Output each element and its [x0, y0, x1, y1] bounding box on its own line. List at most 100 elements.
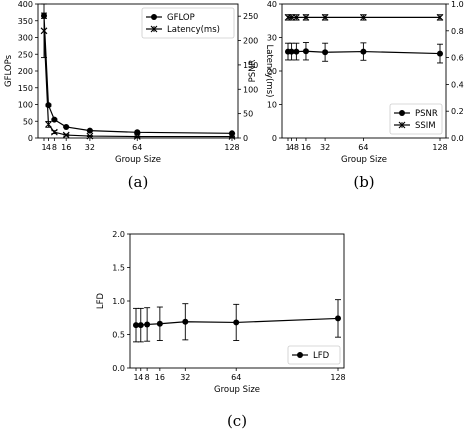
data-point	[45, 102, 52, 109]
y-tick-label: 300	[18, 34, 33, 43]
y-right-tick-label: 0.6	[451, 54, 464, 63]
x-tick-label: 128	[432, 143, 447, 152]
y-tick-label: 10	[267, 101, 277, 110]
series-ssim	[284, 14, 444, 21]
x-tick-label: 4	[289, 143, 294, 152]
panel-a: 1 4 8 16 32 64 1280501001502002503003504000501…	[4, 0, 274, 191]
data-point	[40, 27, 48, 35]
series-latency-ms-	[40, 3, 236, 140]
y-tick-label: 200	[18, 67, 33, 76]
y-right-tick-label: 0.2	[451, 107, 464, 116]
data-point	[322, 49, 329, 56]
panel-caption: (c)	[227, 412, 247, 430]
x-tick-label: 64	[358, 143, 368, 152]
y-right-tick-label: 150	[243, 61, 258, 70]
data-point	[360, 14, 367, 21]
x-tick-label: 16	[155, 373, 165, 382]
x-tick-label: 16	[61, 143, 71, 152]
data-point	[360, 48, 367, 55]
legend-label: Latency(ms)	[167, 25, 220, 35]
y-right-tick-label: 1.0	[451, 0, 464, 9]
data-point	[137, 322, 144, 329]
x-tick-label: 8	[145, 373, 150, 382]
data-point	[144, 321, 151, 328]
legend-marker	[399, 110, 405, 116]
y-tick-label: 0	[28, 134, 33, 143]
x-tick-label: 32	[180, 373, 190, 382]
legend-marker	[398, 121, 406, 129]
data-point	[228, 133, 236, 140]
y-tick-label: 2.0	[112, 230, 125, 239]
data-point	[229, 130, 235, 137]
x-tick-label: 1	[41, 143, 46, 152]
x-tick-label: 32	[85, 143, 95, 152]
y-tick-label: 20	[267, 67, 277, 76]
legend: PSNR SSIM	[389, 103, 443, 135]
y-right-axis-label: SSIM	[472, 61, 474, 82]
x-tick-label: 1	[285, 143, 290, 152]
x-tick-label: 128	[224, 143, 239, 152]
y-right-tick-label: 200	[243, 37, 258, 46]
data-point	[437, 50, 443, 57]
data-point	[45, 120, 52, 128]
legend-label: SSIM	[415, 121, 436, 131]
data-point	[288, 48, 295, 55]
data-point	[302, 48, 309, 55]
y-axis-label: GFLOPs	[4, 54, 14, 87]
y-right-tick-label: 250	[243, 12, 258, 21]
data-point	[182, 318, 189, 325]
data-point	[302, 14, 310, 21]
y-right-tick-label: 0.4	[451, 80, 464, 89]
data-point	[133, 322, 139, 329]
y-tick-label: 0.5	[112, 331, 125, 340]
data-point	[133, 133, 141, 140]
series-psnr	[285, 42, 443, 64]
data-point	[50, 128, 58, 136]
y-tick-label: 0.0	[112, 364, 125, 373]
y-tick-label: 1.5	[112, 264, 125, 273]
y-tick-label: 1.0	[112, 297, 125, 306]
data-point	[86, 132, 94, 140]
data-point	[86, 127, 93, 134]
data-point	[292, 14, 300, 21]
y-tick-label: 150	[18, 84, 33, 93]
y-axis-label: LFD	[96, 292, 106, 309]
panel-b: 14 8 16 32 64 128 0 10 20 30 40 0.0 0.2 0.4 0.6 0.8 1.0 G…	[248, 0, 474, 191]
y-axis-label: PSNR	[248, 60, 258, 83]
x-tick-label: 32	[320, 143, 330, 152]
data-point	[134, 129, 141, 136]
data-point	[288, 14, 295, 21]
y-tick-label: 350	[18, 17, 33, 26]
x-tick-label: 16	[301, 143, 311, 152]
y-right-axis-label: Latency(ms)	[264, 45, 274, 98]
legend-label: PSNR	[415, 109, 438, 119]
y-right-tick-label: 50	[243, 110, 253, 119]
y-tick-label: 400	[18, 0, 33, 9]
data-point	[233, 319, 240, 326]
y-tick-label: 250	[18, 50, 33, 59]
legend: GFLOP Latency(ms)	[141, 7, 235, 39]
legend: LFD	[287, 345, 341, 365]
panel-c: 1 4 8 16 32 64 128 0.0 0.5 1.0 1.5 2.0 Group Size LFD…	[96, 230, 346, 430]
data-point	[51, 116, 58, 123]
y-right-tick-label: 0.0	[451, 134, 464, 143]
x-tick-label: 8	[294, 143, 299, 152]
legend-box	[287, 345, 341, 365]
y-tick-label: 40	[267, 0, 277, 9]
y-right-tick-label: 100	[243, 85, 258, 94]
y-tick-label: 0	[272, 134, 277, 143]
x-tick-label: 8	[52, 143, 57, 152]
x-tick-label: 128	[330, 373, 345, 382]
legend-label: GFLOP	[167, 13, 195, 23]
panel-caption: (b)	[353, 173, 374, 191]
x-tick-label: 64	[231, 373, 241, 382]
series-line	[43, 30, 232, 138]
data-point	[63, 123, 70, 130]
x-tick-label: 64	[132, 143, 142, 152]
series-lfd	[133, 299, 341, 343]
legend-marker	[297, 352, 303, 358]
x-axis-label: Group Size	[214, 385, 260, 395]
data-point	[335, 315, 341, 322]
legend-marker	[151, 14, 157, 20]
